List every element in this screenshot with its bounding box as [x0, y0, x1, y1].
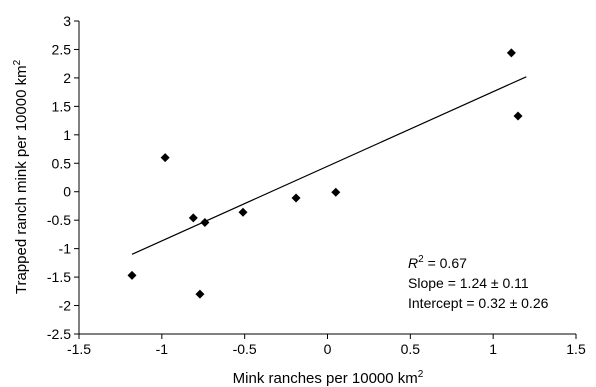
r-squared-value: = 0.67 [424, 255, 467, 271]
data-point [195, 289, 205, 299]
data-point [513, 111, 523, 121]
r-squared-annotation: R2 = 0.67 [408, 254, 467, 271]
y-tick-label: 0.5 [52, 155, 72, 171]
data-point [200, 217, 210, 227]
data-point [331, 187, 341, 197]
y-tick-label: 0 [63, 184, 71, 200]
r-squared-superscript: 2 [418, 254, 424, 265]
y-tick-label: 2 [63, 70, 71, 86]
y-tick-label: 2.5 [52, 41, 72, 57]
data-point [160, 153, 170, 163]
x-tick-label: 1.5 [566, 341, 586, 357]
x-axis-title-superscript: 2 [418, 369, 424, 380]
intercept-annotation: Intercept = 0.32 ± 0.26 [408, 295, 549, 311]
slope-annotation: Slope = 1.24 ± 0.11 [408, 275, 529, 291]
y-tick-label: -1.5 [47, 269, 71, 285]
x-tick-label: -1.5 [67, 341, 91, 357]
y-axis-title: Trapped ranch mink per 10000 km2 [12, 59, 30, 294]
y-axis-title-text: Trapped ranch mink per 10000 km [13, 65, 30, 294]
data-points [127, 48, 523, 299]
y-tick-label: -2 [59, 298, 72, 314]
y-axis-title-superscript: 2 [12, 59, 23, 65]
y-tick-label: 1.5 [52, 98, 72, 114]
data-point [188, 213, 198, 223]
x-axis-title-text: Mink ranches per 10000 km [233, 370, 418, 387]
x-axis-title: Mink ranches per 10000 km2 [233, 369, 424, 387]
data-point [238, 207, 248, 217]
data-point [506, 48, 516, 58]
y-tick-label: -2.5 [47, 326, 71, 342]
r-squared-symbol: R [408, 255, 418, 271]
data-point [127, 270, 137, 280]
y-axis-ticks: -2.5 -2 -1.5 -1 -0.5 0 0.5 1 1.5 2 2.5 3 [47, 13, 79, 342]
x-tick-label: 0.5 [401, 341, 421, 357]
y-tick-label: 1 [63, 127, 71, 143]
trend-line [131, 76, 527, 255]
data-point [291, 193, 301, 203]
x-tick-label: 0 [324, 341, 332, 357]
x-tick-label: 1 [489, 341, 497, 357]
y-tick-label: -1 [59, 241, 72, 257]
x-axis-ticks: -1.5 -1 -0.5 0 0.5 1 1.5 [67, 334, 586, 357]
y-tick-label: 3 [63, 13, 71, 29]
x-tick-label: -1 [156, 341, 169, 357]
y-tick-label: -0.5 [47, 212, 71, 228]
x-tick-label: -0.5 [233, 341, 257, 357]
